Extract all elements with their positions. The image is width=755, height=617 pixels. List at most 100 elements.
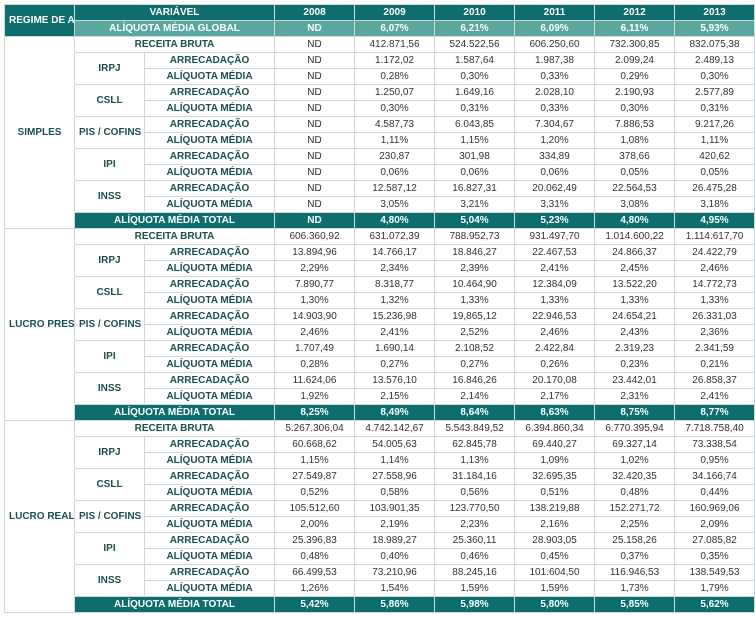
arrecadacao-value: 2.099,24 bbox=[595, 53, 675, 69]
aliquota-media-value: 2,25% bbox=[595, 517, 675, 533]
aliquota-media-value: 1,32% bbox=[355, 293, 435, 309]
aliquota-total-value: 5,86% bbox=[355, 597, 435, 613]
arrecadacao-value: 27.558,96 bbox=[355, 469, 435, 485]
arrecadacao-value: 88.245,16 bbox=[435, 565, 515, 581]
arrecadacao-value: 301,98 bbox=[435, 149, 515, 165]
aliquota-media-value: 2,17% bbox=[515, 389, 595, 405]
aliquota-media-value: 0,58% bbox=[355, 485, 435, 501]
aliquota-media-value: 0,46% bbox=[435, 549, 515, 565]
arrecadacao-value: 160.969,06 bbox=[675, 501, 755, 517]
aliquota-media-value: 0,27% bbox=[435, 357, 515, 373]
col-year-header: 2011 bbox=[515, 5, 595, 21]
arrecadacao-value: 138.219,88 bbox=[515, 501, 595, 517]
aliquota-media-value: 1,79% bbox=[675, 581, 755, 597]
aliquota-media-value: 0,06% bbox=[435, 165, 515, 181]
aliquota-media-value: 2,39% bbox=[435, 261, 515, 277]
arrecadacao-value: 2.190,93 bbox=[595, 85, 675, 101]
arrecadacao-value: 7.886,53 bbox=[595, 117, 675, 133]
arrecadacao-value: ND bbox=[275, 85, 355, 101]
arrecadacao-value: 24.422,79 bbox=[675, 245, 755, 261]
aliquota-total-value: ND bbox=[275, 213, 355, 229]
col-regime-header: REGIME DE APURAÇÃO bbox=[5, 5, 75, 37]
aliquota-media-value: 2,34% bbox=[355, 261, 435, 277]
receita-value: 524.522,56 bbox=[435, 37, 515, 53]
arrecadacao-value: ND bbox=[275, 117, 355, 133]
aliquota-media-value: 0,21% bbox=[675, 357, 755, 373]
receita-value: 931.497,70 bbox=[515, 229, 595, 245]
arrecadacao-value: 2.489,13 bbox=[675, 53, 755, 69]
arrecadacao-value: 12.587,12 bbox=[355, 181, 435, 197]
arrecadacao-value: 27.549,87 bbox=[275, 469, 355, 485]
aliquota-media-value: 1,15% bbox=[275, 453, 355, 469]
aliquota-global-value: 6,11% bbox=[595, 21, 675, 37]
aliquota-media-value: 1,59% bbox=[435, 581, 515, 597]
tax-name: IRPJ bbox=[75, 53, 145, 85]
tax-name: INSS bbox=[75, 181, 145, 213]
aliquota-total-value: 5,80% bbox=[515, 597, 595, 613]
arrecadacao-value: 8.318,77 bbox=[355, 277, 435, 293]
arrecadacao-value: 31.184,16 bbox=[435, 469, 515, 485]
aliquota-media-value: 1,33% bbox=[675, 293, 755, 309]
arrecadacao-label: ARRECADAÇÃO bbox=[145, 341, 275, 357]
aliquota-media-value: 2,41% bbox=[515, 261, 595, 277]
aliquota-global-value: 6,21% bbox=[435, 21, 515, 37]
arrecadacao-value: 14.772,73 bbox=[675, 277, 755, 293]
aliquota-media-value: 1,59% bbox=[515, 581, 595, 597]
aliquota-media-value: 2,29% bbox=[275, 261, 355, 277]
aliquota-media-value: 0,44% bbox=[675, 485, 755, 501]
arrecadacao-value: 4.587,73 bbox=[355, 117, 435, 133]
aliquota-media-label: ALÍQUOTA MÉDIA bbox=[145, 325, 275, 341]
aliquota-media-value: 0,06% bbox=[515, 165, 595, 181]
col-year-header: 2010 bbox=[435, 5, 515, 21]
aliquota-media-value: 0,33% bbox=[515, 101, 595, 117]
aliquota-media-label: ALÍQUOTA MÉDIA bbox=[145, 581, 275, 597]
aliquota-media-value: 1,33% bbox=[595, 293, 675, 309]
aliquota-media-value: 0,23% bbox=[595, 357, 675, 373]
receita-value: 631.072,39 bbox=[355, 229, 435, 245]
receita-bruta-label: RECEITA BRUTA bbox=[75, 421, 275, 437]
arrecadacao-value: 1.250,07 bbox=[355, 85, 435, 101]
receita-value: 732.300,85 bbox=[595, 37, 675, 53]
aliquota-media-value: ND bbox=[275, 165, 355, 181]
aliquota-global-value: 6,09% bbox=[515, 21, 595, 37]
tax-name: IPI bbox=[75, 341, 145, 373]
arrecadacao-value: 15.236,98 bbox=[355, 309, 435, 325]
aliquota-media-value: 2,41% bbox=[355, 325, 435, 341]
arrecadacao-label: ARRECADAÇÃO bbox=[145, 469, 275, 485]
arrecadacao-label: ARRECADAÇÃO bbox=[145, 181, 275, 197]
aliquota-total-value: 4,95% bbox=[675, 213, 755, 229]
aliquota-total-value: 8,77% bbox=[675, 405, 755, 421]
aliquota-total-value: 5,04% bbox=[435, 213, 515, 229]
aliquota-media-value: 2,23% bbox=[435, 517, 515, 533]
aliquota-media-label: ALÍQUOTA MÉDIA bbox=[145, 197, 275, 213]
arrecadacao-value: 14.766,17 bbox=[355, 245, 435, 261]
tax-table: REGIME DE APURAÇÃOVARIÁVEL20082009201020… bbox=[4, 4, 755, 613]
arrecadacao-value: 32.420,35 bbox=[595, 469, 675, 485]
arrecadacao-value: 73.338,54 bbox=[675, 437, 755, 453]
receita-value: 6.394.860,34 bbox=[515, 421, 595, 437]
aliquota-media-label: ALÍQUOTA MÉDIA bbox=[145, 165, 275, 181]
arrecadacao-value: 7.890,77 bbox=[275, 277, 355, 293]
aliquota-media-value: 2,45% bbox=[595, 261, 675, 277]
arrecadacao-value: 24.654,21 bbox=[595, 309, 675, 325]
arrecadacao-label: ARRECADAÇÃO bbox=[145, 277, 275, 293]
arrecadacao-label: ARRECADAÇÃO bbox=[145, 533, 275, 549]
aliquota-total-value: 4,80% bbox=[595, 213, 675, 229]
aliquota-media-value: ND bbox=[275, 197, 355, 213]
aliquota-media-value: 2,00% bbox=[275, 517, 355, 533]
tax-name: CSLL bbox=[75, 85, 145, 117]
aliquota-media-label: ALÍQUOTA MÉDIA bbox=[145, 517, 275, 533]
arrecadacao-value: 1.690,14 bbox=[355, 341, 435, 357]
aliquota-total-value: 5,23% bbox=[515, 213, 595, 229]
arrecadacao-value: 116.946,53 bbox=[595, 565, 675, 581]
aliquota-media-value: 0,52% bbox=[275, 485, 355, 501]
aliquota-media-value: 2,14% bbox=[435, 389, 515, 405]
receita-value: 5.543.849,52 bbox=[435, 421, 515, 437]
arrecadacao-value: 13.522,20 bbox=[595, 277, 675, 293]
aliquota-media-value: ND bbox=[275, 101, 355, 117]
aliquota-media-label: ALÍQUOTA MÉDIA bbox=[145, 453, 275, 469]
aliquota-media-value: 0,35% bbox=[675, 549, 755, 565]
regime-name: SIMPLES bbox=[5, 37, 75, 229]
receita-value: 5.267.306,04 bbox=[275, 421, 355, 437]
arrecadacao-label: ARRECADAÇÃO bbox=[145, 53, 275, 69]
